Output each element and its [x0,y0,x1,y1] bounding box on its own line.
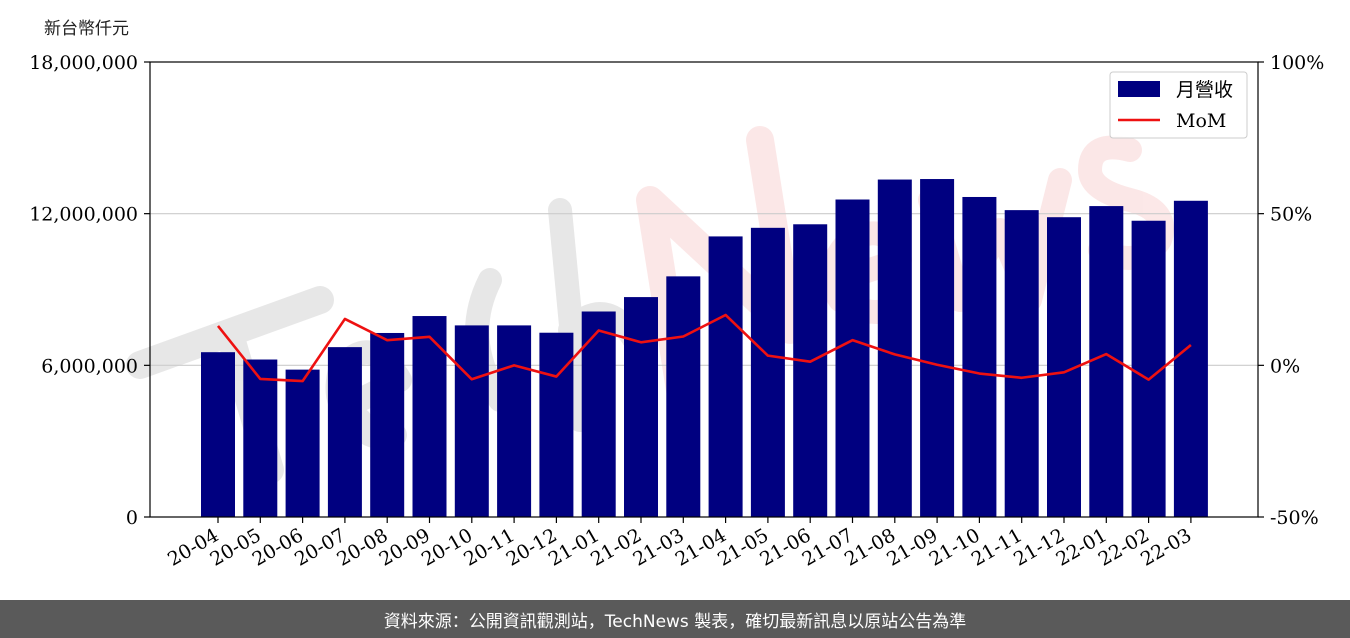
bar-20-06 [285,369,320,517]
bars [201,179,1208,518]
y2-tick-label: 100% [1270,52,1324,74]
bar-22-03 [1173,200,1208,517]
bar-20-08 [370,332,405,517]
bar-20-11 [497,325,532,517]
source-text: 資料來源：公開資訊觀測站，TechNews 製表，確切最新訊息以原站公告為準 [383,611,967,632]
bar-21-02 [624,297,658,517]
y-axis-title: 新台幣仟元 [44,19,129,39]
y2-tick-label: 0% [1270,355,1300,377]
y2-tick-label: 50% [1270,204,1312,226]
y-tick-label: 0 [126,507,138,529]
legend-swatch-revenue [1118,81,1160,97]
source-footer: 資料來源：公開資訊觀測站，TechNews 製表，確切最新訊息以原站公告為準 [0,600,1350,638]
bar-20-09 [412,316,447,517]
bar-20-05 [243,359,278,517]
bar-21-01 [581,311,616,517]
bar-21-09 [920,179,955,517]
bar-21-05 [750,227,785,518]
y2-tick-label: -50% [1270,507,1319,529]
bar-21-06 [793,224,828,518]
bar-20-07 [327,347,362,517]
chart-area: 0 6,000,000 12,000,000 18,000,000 -50% 0% 50% 1… [29,19,1324,571]
y-tick-label: 12,000,000 [29,204,138,226]
y-tick-label: 18,000,000 [29,52,138,74]
bar-21-03 [666,276,701,517]
bar-20-04 [201,352,235,517]
bar-21-10 [962,196,997,517]
bar-21-11 [1004,210,1039,517]
plot-frame [149,61,1259,518]
bar-21-08 [877,179,912,517]
y-tick-label: 6,000,000 [41,355,138,377]
bar-20-10 [454,325,489,517]
mom-series-line [216,313,1192,383]
legend-label-revenue: 月營收 [1176,79,1233,101]
bar-21-04 [708,236,743,517]
mom-line [216,313,1192,383]
bar-20-12 [539,332,574,517]
legend-label-mom: MoM [1176,110,1226,132]
revenue-chart: 0 6,000,000 12,000,000 18,000,000 -50% 0% 50% 1… [29,19,1324,571]
bar-21-07 [835,199,870,517]
legend: 月營收 MoM [1109,71,1248,139]
